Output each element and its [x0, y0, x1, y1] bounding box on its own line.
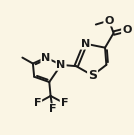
Text: N: N	[81, 39, 90, 49]
Text: F: F	[49, 104, 56, 114]
Text: O: O	[104, 16, 114, 26]
Text: O: O	[122, 25, 131, 35]
Text: N: N	[56, 60, 66, 70]
Text: F: F	[61, 98, 68, 108]
Text: S: S	[88, 69, 97, 82]
Text: N: N	[41, 53, 51, 63]
Text: F: F	[34, 98, 41, 108]
